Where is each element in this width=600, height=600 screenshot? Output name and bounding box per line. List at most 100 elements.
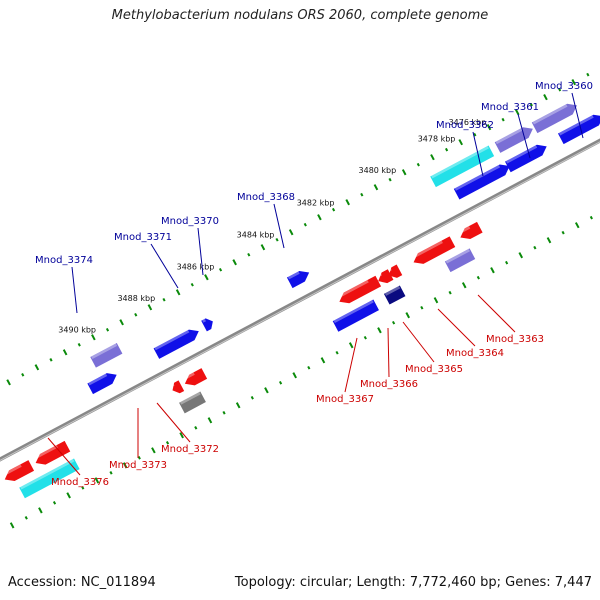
- kbp-label: 3484 kbp: [237, 231, 275, 240]
- forward-gene-label: Mnod_3371: [114, 232, 172, 243]
- reverse-ruler-tick: [235, 402, 241, 409]
- reverse-ruler-tick: [348, 342, 354, 349]
- forward-ruler-tick: [275, 237, 279, 242]
- forward-ruler-tick: [543, 94, 548, 101]
- forward-ruler-tick: [6, 379, 11, 386]
- reverse-gene-mnod-3372-track2-shape: [179, 391, 206, 414]
- forward-ruler-tick: [388, 177, 392, 182]
- reverse-gene-leader: [387, 327, 390, 378]
- reverse-gene-mnod-3364: [411, 236, 456, 264]
- reverse-ruler-tick: [448, 290, 452, 295]
- kbp-label: 3490 kbp: [58, 325, 96, 334]
- kbp-label: 3486 kbp: [177, 262, 215, 271]
- reverse-ruler-tick: [66, 492, 71, 499]
- reverse-ruler-tick: [405, 312, 411, 319]
- accession-label: Accession: NC_011894: [8, 575, 156, 590]
- reverse-gene-leader: [344, 337, 358, 393]
- forward-ruler-tick: [458, 139, 464, 146]
- forward-ruler-tick: [232, 259, 237, 266]
- forward-ruler-tick: [317, 214, 322, 221]
- forward-gene-mnod-3361-track2: [494, 127, 533, 153]
- forward-ruler-tick: [529, 102, 533, 107]
- forward-ruler-tick: [49, 358, 53, 362]
- reverse-gene-mnod-3366: [383, 285, 406, 305]
- reverse-gene-mnod-3372-shine: [182, 372, 195, 381]
- reverse-ruler-tick: [151, 447, 156, 454]
- reverse-gene-label: Mnod_3364: [446, 348, 504, 359]
- forward-gene-label: Mnod_3374: [35, 255, 93, 266]
- forward-ruler-tick: [416, 162, 420, 167]
- kbp-label: 3482 kbp: [297, 199, 335, 208]
- reverse-ruler-tick: [307, 365, 311, 370]
- reverse-ruler-tick: [574, 222, 580, 229]
- forward-gene-mnod-3371: [153, 329, 199, 359]
- reverse-gene-mnod-3364-shape: [413, 236, 456, 264]
- reverse-gene-mnod-3366-shine: [384, 285, 401, 296]
- reverse-gene-mnod-3366a-shape: [378, 269, 394, 284]
- forward-ruler-tick: [21, 373, 25, 377]
- forward-gene-leader: [197, 227, 204, 276]
- forward-gene-leader: [273, 203, 285, 249]
- reverse-gene-mnod-3373: [170, 380, 185, 394]
- forward-ruler-tick: [91, 334, 96, 341]
- forward-ruler-tick: [134, 312, 138, 317]
- forward-gene-mnod-3361-track2-shape: [494, 127, 533, 153]
- forward-gene-mnod-3368-shape: [286, 270, 310, 289]
- forward-gene-mnod-3370: [201, 318, 213, 332]
- forward-ruler-tick: [105, 327, 110, 332]
- forward-gene-label: Mnod_3370: [161, 216, 219, 227]
- reverse-gene-mnod-3372-shape: [184, 368, 208, 386]
- forward-gene-mnod-3374-shape: [87, 373, 117, 395]
- reverse-ruler-tick: [292, 372, 297, 379]
- reverse-ruler-tick: [363, 335, 367, 340]
- forward-ruler-tick: [204, 274, 209, 281]
- forward-gene-mnod-3360-track2: [531, 103, 577, 134]
- reverse-gene-mnod-3363: [458, 221, 483, 240]
- reverse-gene-mnod-3376: [33, 440, 71, 465]
- reverse-gene-mnod-3363-track2-shine: [445, 248, 470, 264]
- reverse-gene-mnod-3367: [337, 275, 382, 304]
- kbp-label: 3478 kbp: [418, 134, 456, 143]
- forward-ruler-tick: [558, 87, 562, 92]
- forward-gene-leader: [472, 131, 484, 177]
- forward-ruler-tick: [260, 244, 266, 251]
- reverse-ruler-tick: [194, 426, 198, 430]
- reverse-gene-mnod-3367-track2-shape: [332, 299, 379, 332]
- forward-gene-mnod-3370-shape: [201, 318, 213, 332]
- reverse-ruler-tick: [122, 462, 128, 469]
- reverse-ruler-tick: [250, 395, 254, 400]
- reverse-ruler-tick: [81, 486, 85, 490]
- reverse-gene-mnod-3376-track2: [19, 458, 80, 499]
- reverse-ruler-tick: [392, 320, 396, 325]
- reverse-gene-leader: [402, 321, 435, 363]
- forward-ruler-tick: [571, 79, 577, 86]
- forward-ruler-tick: [444, 147, 449, 152]
- map-title: Methylobacterium nodulans ORS 2060, comp…: [111, 8, 489, 23]
- reverse-gene-mnod-3373-shape: [172, 380, 185, 394]
- reverse-ruler-tick: [505, 260, 509, 265]
- reverse-ruler-tick: [179, 432, 184, 439]
- reverse-gene-label: Mnod_3376: [51, 477, 109, 488]
- reverse-gene-mnod-3376-track2-shine: [20, 458, 75, 490]
- reverse-gene-mnod-3366-shape: [383, 285, 406, 305]
- reverse-gene-mnod-3376b: [2, 460, 35, 482]
- forward-ruler-tick: [303, 222, 307, 227]
- reverse-ruler-tick: [109, 471, 113, 475]
- forward-gene-label: Mnod_3362: [436, 120, 494, 131]
- backbone-highlight: [0, 141, 600, 462]
- reverse-gene-mnod-3376b-shape: [4, 460, 35, 482]
- reverse-gene-label: Mnod_3363: [486, 334, 544, 345]
- reverse-gene-label: Mnod_3373: [109, 460, 167, 471]
- forward-gene-mnod-3374-track2-shape: [90, 342, 123, 368]
- forward-gene-label: Mnod_3368: [237, 192, 295, 203]
- backbone-line: [0, 138, 600, 462]
- reverse-gene-mnod-3363-track2: [444, 248, 476, 273]
- reverse-ruler-tick: [420, 305, 424, 310]
- reverse-gene-mnod-3376-track2-shape: [19, 458, 80, 499]
- reverse-ruler-tick: [278, 380, 283, 385]
- kbp-label: 3488 kbp: [117, 294, 155, 303]
- kbp-label: 3480 kbp: [359, 166, 397, 175]
- forward-ruler-tick: [401, 169, 407, 176]
- forward-ruler-tick: [247, 252, 251, 257]
- forward-gene-leader: [571, 92, 584, 139]
